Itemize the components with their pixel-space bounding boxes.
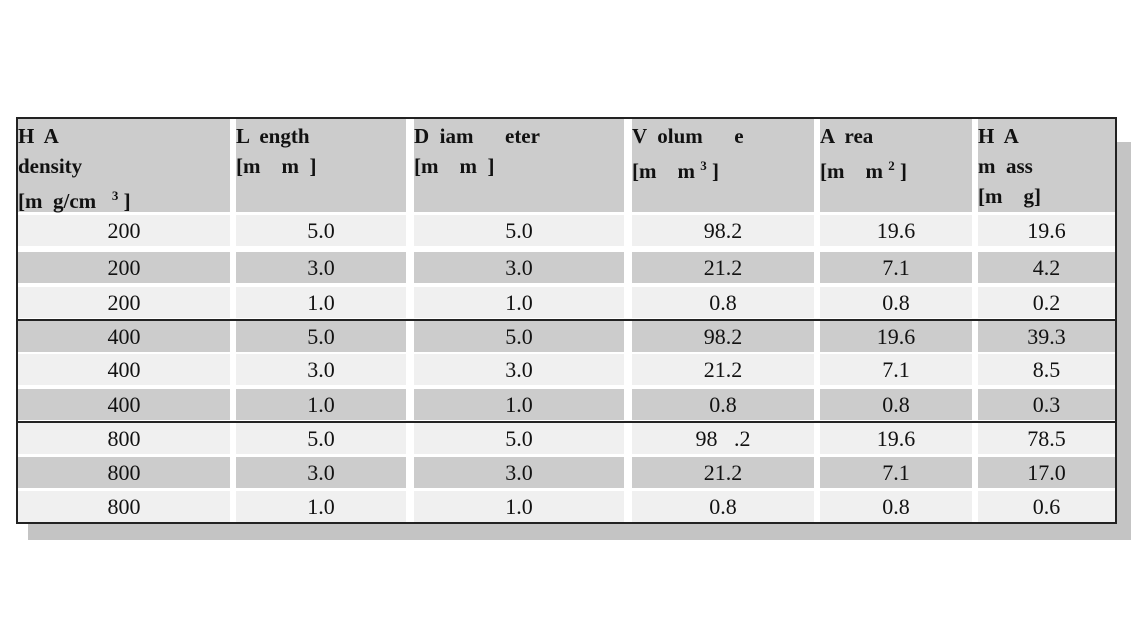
header-ha-mass: H A m ass [m g]	[978, 119, 1115, 212]
cell-diameter: 3.0	[414, 457, 624, 488]
table-row: 800 5.0 5.0 98 .2 19.6 78.5	[18, 421, 1115, 454]
header-unit-tail: ]	[706, 159, 719, 183]
cell-ha-density: 800	[18, 457, 230, 488]
cell-ha-density: 400	[18, 321, 230, 352]
superscript: 3	[700, 158, 707, 173]
cell-volume: 0.8	[632, 491, 814, 522]
cell-ha-mass: 78.5	[978, 423, 1115, 454]
cell-ha-density: 200	[18, 287, 230, 318]
cell-volume: 0.8	[632, 389, 814, 420]
data-table: H A density [m g/cm 3 ] L ength [m m ] D…	[16, 117, 1117, 524]
header-unit-text: [m m	[632, 159, 701, 183]
header-unit: [m m ]	[414, 154, 495, 178]
cell-ha-density: 800	[18, 491, 230, 522]
cell-ha-density: 200	[18, 252, 230, 283]
header-text: A rea	[820, 124, 874, 148]
cell-ha-density: 400	[18, 389, 230, 420]
cell-area: 0.8	[820, 389, 972, 420]
header-text: H A	[18, 124, 59, 148]
table-row: 200 1.0 1.0 0.8 0.8 0.2	[18, 287, 1115, 318]
table-row: 200 3.0 3.0 21.2 7.1 4.2	[18, 252, 1115, 283]
table-row: 400 1.0 1.0 0.8 0.8 0.3	[18, 389, 1115, 420]
cell-ha-density: 400	[18, 354, 230, 385]
cell-ha-mass: 0.2	[978, 287, 1115, 318]
header-unit: [m m ]	[236, 154, 317, 178]
header-unit: [m m 2 ]	[820, 151, 907, 186]
cell-area: 7.1	[820, 252, 972, 283]
header-text: L ength	[236, 124, 310, 148]
cell-area: 7.1	[820, 354, 972, 385]
cell-area: 0.8	[820, 491, 972, 522]
header-unit: [m g/cm 3 ]	[18, 181, 131, 216]
table-row: 400 3.0 3.0 21.2 7.1 8.5	[18, 354, 1115, 385]
cell-diameter: 5.0	[414, 215, 624, 246]
cell-area: 19.6	[820, 215, 972, 246]
table-row: 400 5.0 5.0 98.2 19.6 39.3	[18, 319, 1115, 352]
cell-volume: 98.2	[632, 321, 814, 352]
cell-ha-mass: 8.5	[978, 354, 1115, 385]
cell-area: 7.1	[820, 457, 972, 488]
cell-length: 5.0	[236, 423, 406, 454]
cell-volume: 0.8	[632, 287, 814, 318]
cell-ha-density: 800	[18, 423, 230, 454]
cell-diameter: 5.0	[414, 321, 624, 352]
cell-ha-mass: 4.2	[978, 252, 1115, 283]
table-row: 800 3.0 3.0 21.2 7.1 17.0	[18, 457, 1115, 488]
cell-length: 3.0	[236, 457, 406, 488]
header-text: H A	[978, 124, 1019, 148]
superscript: 3	[111, 188, 119, 203]
header-length: L ength [m m ]	[236, 119, 406, 212]
cell-diameter: 3.0	[414, 252, 624, 283]
cell-length: 5.0	[236, 215, 406, 246]
cell-length: 3.0	[236, 252, 406, 283]
header-row: H A density [m g/cm 3 ] L ength [m m ] D…	[18, 119, 1115, 213]
header-unit-tail: ]	[118, 189, 131, 213]
cell-volume: 98.2	[632, 215, 814, 246]
cell-ha-mass: 17.0	[978, 457, 1115, 488]
cell-diameter: 1.0	[414, 389, 624, 420]
table-row: 200 5.0 5.0 98.2 19.6 19.6	[18, 215, 1115, 246]
table-row: 800 1.0 1.0 0.8 0.8 0.6	[18, 491, 1115, 522]
cell-length: 1.0	[236, 389, 406, 420]
cell-ha-mass: 0.6	[978, 491, 1115, 522]
cell-diameter: 5.0	[414, 423, 624, 454]
cell-area: 0.8	[820, 287, 972, 318]
header-diameter: D iam eter [m m ]	[414, 119, 624, 212]
cell-length: 5.0	[236, 321, 406, 352]
cell-length: 1.0	[236, 287, 406, 318]
superscript: 2	[888, 158, 895, 173]
header-unit: [m g]	[978, 184, 1041, 208]
header-volume: V olum e [m m 3 ]	[632, 119, 814, 212]
cell-volume: 21.2	[632, 354, 814, 385]
cell-diameter: 3.0	[414, 354, 624, 385]
header-text: V olum e	[632, 124, 744, 148]
cell-area: 19.6	[820, 423, 972, 454]
header-unit-tail: ]	[894, 159, 907, 183]
cell-ha-mass: 0.3	[978, 389, 1115, 420]
cell-ha-mass: 19.6	[978, 215, 1115, 246]
cell-ha-density: 200	[18, 215, 230, 246]
header-area: A rea [m m 2 ]	[820, 119, 972, 212]
cell-length: 1.0	[236, 491, 406, 522]
cell-diameter: 1.0	[414, 491, 624, 522]
cell-volume: 98 .2	[632, 423, 814, 454]
header-ha-density: H A density [m g/cm 3 ]	[18, 119, 230, 213]
cell-area: 19.6	[820, 321, 972, 352]
cell-volume: 21.2	[632, 252, 814, 283]
header-unit-text: [m g/cm	[18, 189, 97, 213]
cell-ha-mass: 39.3	[978, 321, 1115, 352]
header-text: D iam eter	[414, 124, 540, 148]
header-text: m ass	[978, 154, 1033, 178]
header-unit-text: [m m	[820, 159, 889, 183]
cell-volume: 21.2	[632, 457, 814, 488]
header-unit: [m m 3 ]	[632, 151, 719, 186]
cell-diameter: 1.0	[414, 287, 624, 318]
cell-length: 3.0	[236, 354, 406, 385]
header-text: density	[18, 154, 83, 178]
